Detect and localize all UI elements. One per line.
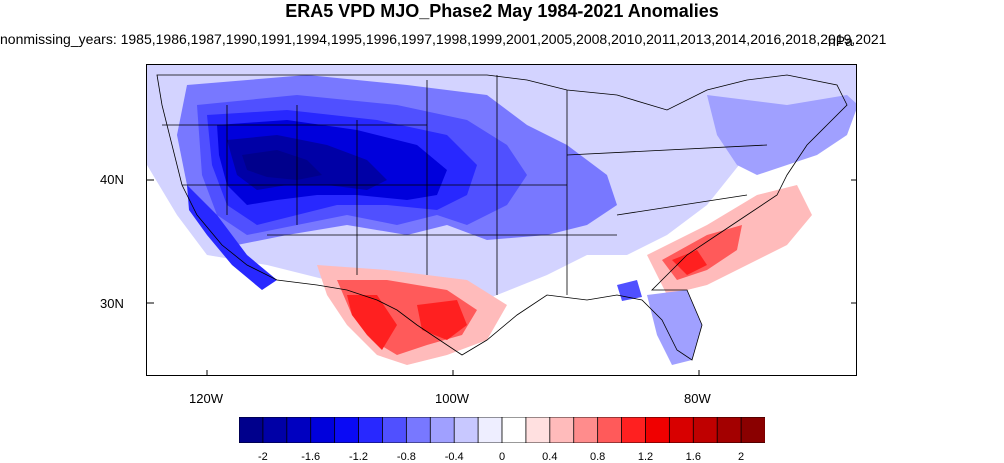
colorbar-label: 2 (738, 451, 745, 463)
colorbar-swatch (358, 417, 384, 443)
plot-title: ERA5 VPD MJO_Phase2 May 1984-2021 Anomal… (285, 1, 719, 21)
anomaly-region (417, 300, 467, 340)
colorbar-swatch (668, 417, 694, 443)
colorbar-swatch (740, 417, 765, 443)
colorbar-label: -2 (258, 451, 268, 463)
colorbar-swatch (597, 417, 623, 443)
anomaly-region (617, 280, 642, 301)
colorbar-swatch (453, 417, 479, 443)
colorbar-label: -0.8 (396, 451, 416, 463)
us-outline (156, 74, 848, 361)
colorbar-label: 0.8 (589, 451, 606, 463)
colorbar-swatch (405, 417, 431, 443)
colorbar-label: 1.6 (685, 451, 701, 463)
border-line (566, 144, 768, 156)
anomaly-region (347, 295, 397, 350)
axis-ticks (147, 179, 856, 375)
map-panel (146, 64, 857, 376)
colorbar-swatch (692, 417, 718, 443)
colorbar-swatch (286, 417, 312, 443)
colorbar-label: -1.2 (349, 451, 368, 463)
anomaly-region (242, 150, 322, 180)
colorbar-swatch (525, 417, 551, 443)
colorbar-label: -1.6 (301, 451, 321, 463)
lat-label-40n: 40N (100, 172, 124, 187)
units-label: hPa (828, 33, 853, 49)
colorbar-swatch (621, 417, 647, 443)
colorbar-swatch (716, 417, 742, 443)
colorbar-swatch (334, 417, 360, 443)
plot-subtitle: nonmissing_years: 1985,1986,1987,1990,19… (0, 31, 887, 47)
colorbar-swatch (262, 417, 288, 443)
anomaly-region (187, 185, 277, 290)
colorbar-swatch (645, 417, 671, 443)
anomaly-region (707, 95, 856, 175)
colorbar-swatch (501, 417, 527, 443)
colorbar-swatch (549, 417, 575, 443)
lon-label-120w: 120W (189, 391, 223, 406)
state-borders (156, 74, 848, 361)
lat-label-30n: 30N (100, 296, 124, 311)
lon-label-80w: 80W (684, 391, 711, 406)
anomaly-region (672, 250, 707, 275)
colorbar (239, 417, 765, 443)
colorbar-swatch (573, 417, 599, 443)
colorbar-label: 1.2 (637, 451, 654, 463)
colorbar-label: 0 (498, 451, 506, 463)
colorbar-label: -0.4 (444, 451, 464, 463)
colorbar-swatch (310, 417, 336, 443)
colorbar-swatch (429, 417, 455, 443)
lon-label-100w: 100W (435, 391, 469, 406)
anomaly-map (147, 65, 856, 375)
anomaly-region (647, 290, 702, 365)
border-line (616, 194, 748, 216)
colorbar-swatch (477, 417, 503, 443)
colorbar-label: 0.4 (542, 451, 558, 463)
colorbar-swatch (239, 417, 264, 443)
colorbar-swatch (382, 417, 408, 443)
